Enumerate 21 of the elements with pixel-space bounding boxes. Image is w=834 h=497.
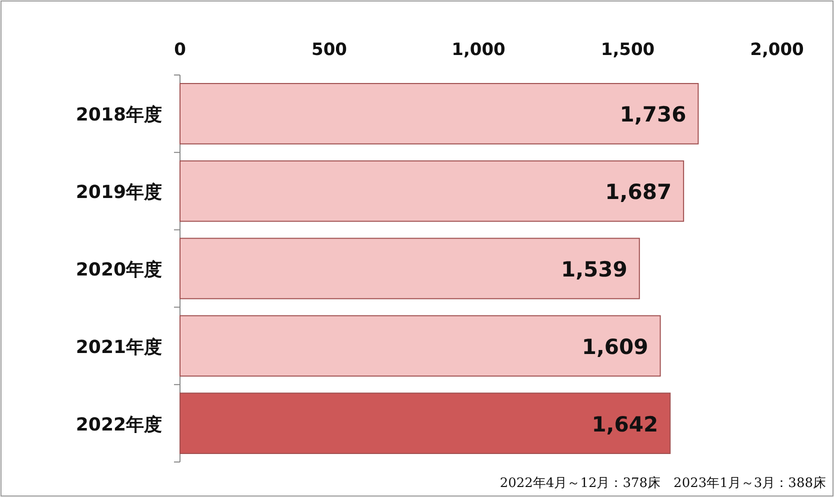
bar [180, 315, 661, 377]
bar [180, 392, 671, 454]
bar [180, 238, 640, 300]
x-tick-label: 0 [174, 40, 186, 60]
y-tick-label: 2020年度 [76, 260, 162, 280]
bar [180, 160, 684, 222]
x-tick-label: 1,000 [452, 40, 506, 60]
y-tick-label: 2022年度 [76, 414, 162, 436]
x-tick-label: 2,000 [750, 40, 804, 60]
data-label: 1,736 [620, 102, 686, 127]
y-tick-label: 2021年度 [76, 336, 162, 358]
y-tick-label: 2018年度 [76, 104, 162, 126]
data-label: 1,539 [560, 258, 628, 282]
y-tick-label: 2019年度 [76, 182, 162, 204]
x-tick-label: 500 [312, 40, 348, 60]
x-tick-label: 1,500 [600, 40, 655, 60]
text: 2022年4月～12月：378床 2023年1月～3月：388床 [500, 476, 826, 491]
data-label: 1,609 [582, 334, 648, 359]
data-label: 1,687 [605, 180, 672, 204]
data-label: 1,642 [592, 412, 658, 436]
bar [180, 83, 699, 144]
